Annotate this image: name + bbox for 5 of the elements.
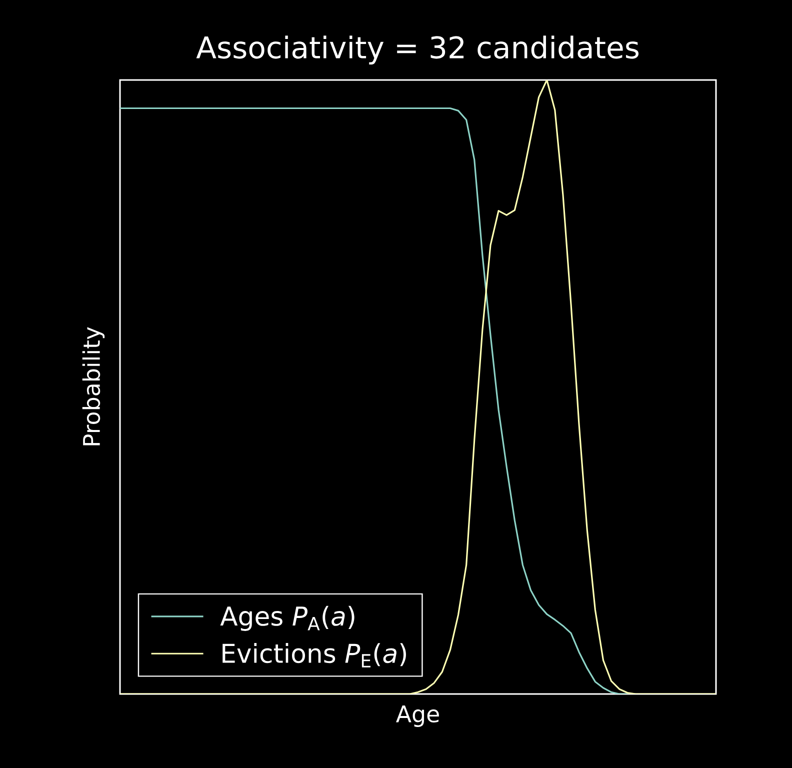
x-axis-title: Age [396,706,439,727]
legend-label: Ages P$_{A}$(a) [220,606,354,631]
legend-label: Evictions P$_{E}$(a) [222,643,406,668]
chart-title: Associativity = 32 candidates [196,36,639,64]
y-axis-title: Probability [82,327,105,446]
